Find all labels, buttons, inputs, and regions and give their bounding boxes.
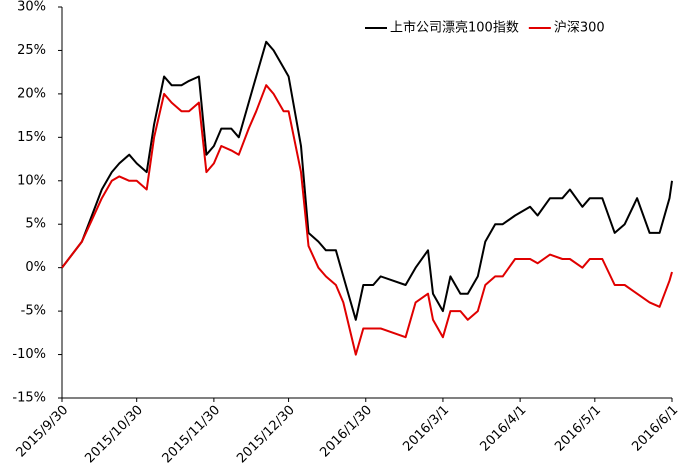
x-tick-label: 2015/12/30 <box>234 403 298 467</box>
y-tick-label: 0% <box>25 260 46 275</box>
x-tick-label: 2016/4/1 <box>478 403 530 455</box>
y-tick-label: 30% <box>17 0 46 15</box>
legend-label: 沪深300 <box>554 20 605 36</box>
y-tick-label: 25% <box>17 43 46 58</box>
series-line <box>61 84 673 356</box>
x-tick-label: 2015/10/30 <box>82 403 146 467</box>
series-line <box>61 40 673 321</box>
x-tick-label: 2016/1/30 <box>317 403 375 461</box>
y-tick-label: 20% <box>17 86 46 101</box>
x-tick-label: 2015/9/30 <box>14 403 72 461</box>
y-tick-label: -15% <box>12 391 46 406</box>
x-tick-label: 2016/3/1 <box>400 403 452 455</box>
x-tick-label: 2015/11/30 <box>160 403 224 467</box>
y-tick-label: 15% <box>17 130 46 145</box>
y-tick-label: 10% <box>17 173 46 188</box>
y-tick-label: -5% <box>21 304 46 319</box>
y-tick-label: 5% <box>25 217 46 232</box>
x-tick-label: 2016/6/1 <box>629 403 681 455</box>
legend-label: 上市公司漂亮100指数 <box>390 20 519 36</box>
x-tick-label: 2016/5/1 <box>552 403 604 455</box>
y-tick-label: -10% <box>12 347 46 362</box>
